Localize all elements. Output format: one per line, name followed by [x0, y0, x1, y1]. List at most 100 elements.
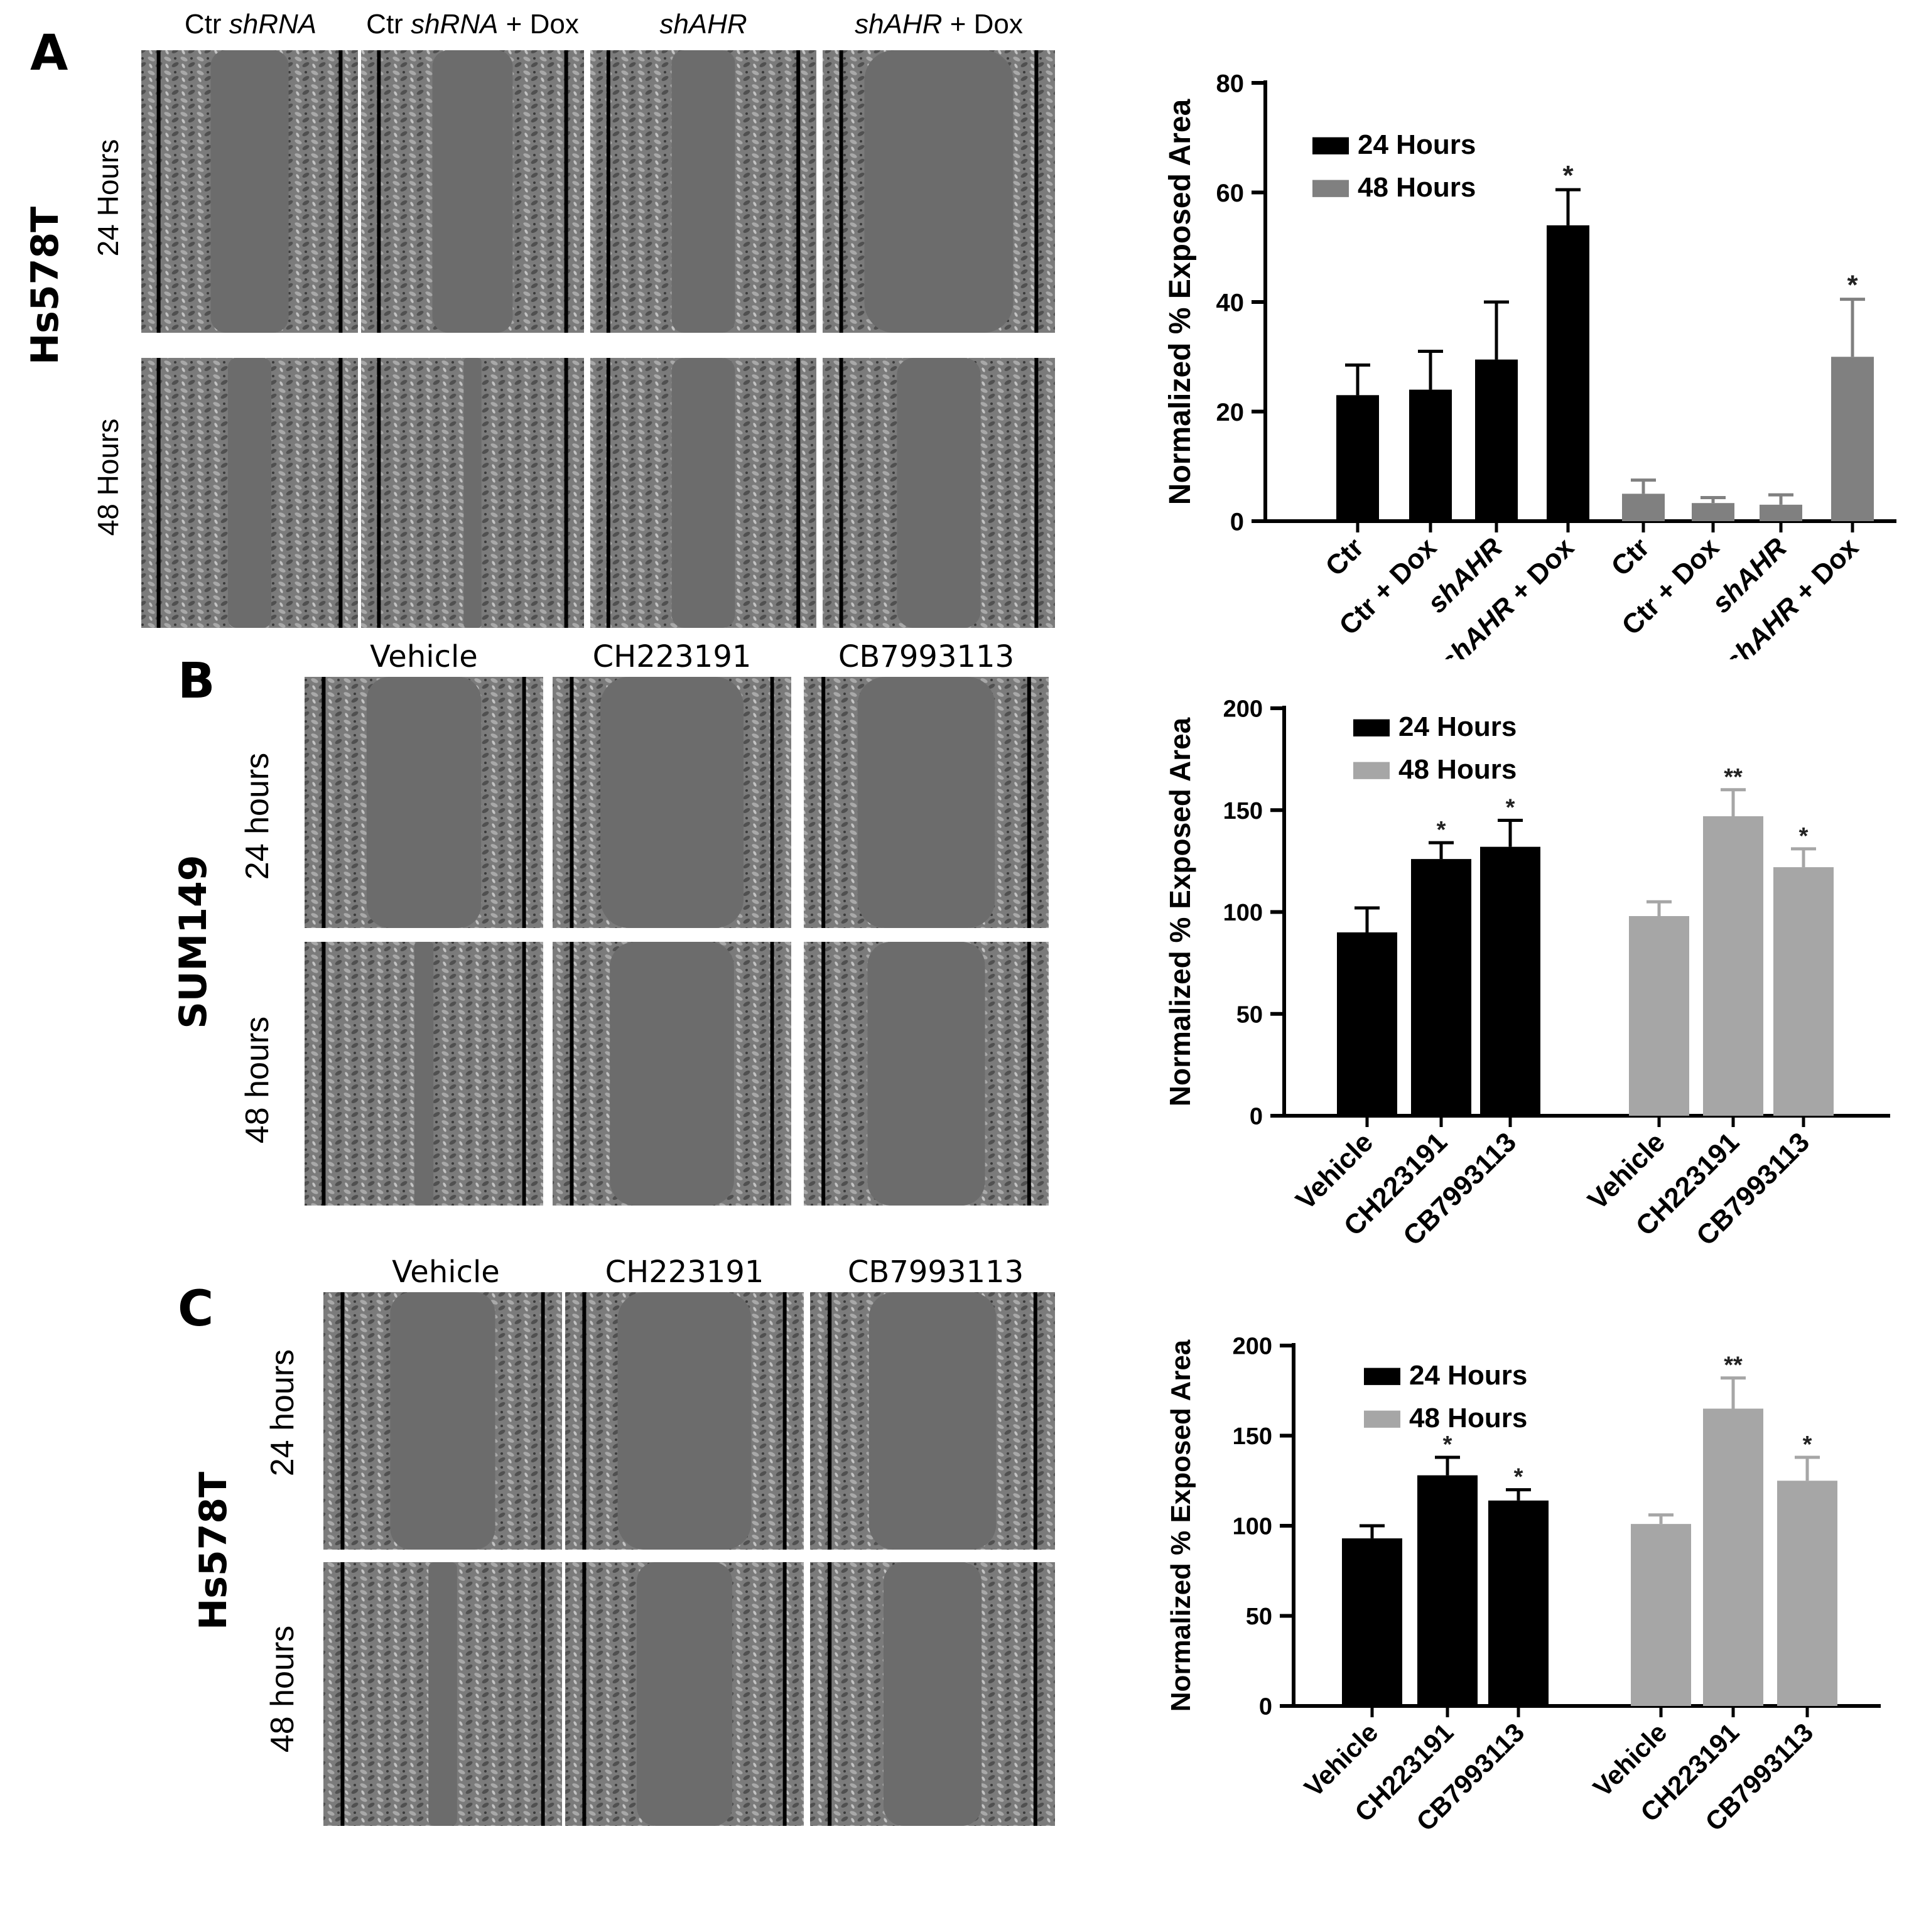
legend-swatch: [1353, 762, 1390, 779]
col-label-a-1: Ctr shRNA: [143, 9, 358, 40]
wound-gap: [884, 1562, 982, 1826]
panel-letter-b: B: [178, 653, 215, 710]
col-label-b-1: Vehicle: [370, 639, 478, 674]
wound-gap: [210, 50, 289, 333]
y-tick-label: 0: [1259, 1694, 1272, 1720]
micrograph-tile: [823, 358, 1055, 628]
wound-gap: [390, 1292, 495, 1550]
significance-marker: *: [1443, 1432, 1452, 1458]
significance-marker: *: [1562, 160, 1574, 191]
bar: [1622, 494, 1665, 521]
micrograph-tile: [565, 1562, 804, 1826]
y-tick-label: 80: [1216, 70, 1245, 97]
bar: [1411, 859, 1471, 1116]
micrograph-tile: [810, 1562, 1055, 1826]
wound-gap: [414, 942, 434, 1206]
wound-gap: [897, 358, 981, 628]
col-label-part: + Dox: [498, 9, 579, 40]
micrograph-tile: [361, 358, 584, 628]
x-tick-label: Ctr: [1319, 532, 1370, 582]
bar: [1336, 395, 1379, 521]
micrograph-tile: [565, 1292, 804, 1550]
significance-marker: *: [1803, 1432, 1812, 1458]
significance-marker: *: [1847, 270, 1858, 301]
significance-marker: **: [1724, 1352, 1743, 1379]
col-label-b-3: CB7993113: [838, 639, 1015, 674]
significance-marker: *: [1437, 817, 1446, 843]
wound-gap: [864, 50, 1014, 333]
y-tick-label: 0: [1250, 1104, 1263, 1130]
bar-chart-b: Normalized % Exposed Area050100150200Veh…: [1164, 696, 1890, 1251]
y-axis-label: Normalized % Exposed Area: [1164, 99, 1197, 505]
micrograph-tile: [804, 942, 1049, 1206]
wound-gap: [857, 677, 995, 928]
y-tick-label: 40: [1216, 289, 1245, 316]
legend-label: 24 Hours: [1358, 129, 1476, 160]
y-tick-label: 60: [1216, 180, 1245, 207]
micrograph-tile: [141, 50, 358, 333]
col-label-part: Ctr: [366, 9, 411, 40]
y-axis-label: Normalized % Exposed Area: [1165, 1339, 1196, 1712]
col-label-a-3: shAHR: [590, 9, 816, 40]
legend-label: 24 Hours: [1409, 1360, 1527, 1391]
wound-gap: [868, 1292, 997, 1550]
bar: [1629, 915, 1689, 1116]
y-tick-label: 200: [1223, 696, 1263, 723]
wound-gap: [867, 942, 985, 1206]
micrograph-tile: [804, 677, 1049, 928]
bar: [1703, 1408, 1763, 1706]
col-label-b-2: CH223191: [592, 639, 752, 674]
y-tick-label: 50: [1236, 1001, 1263, 1028]
col-label-c-3: CB7993113: [847, 1255, 1024, 1290]
micrograph-tile: [323, 1562, 562, 1826]
col-label-c-2: CH223191: [605, 1255, 764, 1290]
micrograph-tile: [810, 1292, 1055, 1550]
significance-marker: **: [1724, 764, 1743, 791]
y-axis-label: Normalized % Exposed Area: [1164, 717, 1196, 1106]
legend-swatch: [1353, 719, 1390, 737]
wound-gap: [366, 677, 482, 928]
bar-chart-c: Normalized % Exposed Area 050100150200Veh…: [1165, 1334, 1881, 1837]
col-label-part: shAHR: [659, 9, 747, 40]
legend-label: 24 Hours: [1398, 711, 1517, 742]
bar: [1488, 1500, 1549, 1706]
wound-gap: [617, 1292, 752, 1550]
significance-marker: *: [1506, 794, 1515, 821]
bar-chart-a: Normalized % Exposed Area 0 20 40 60 80 Ctr Ctr…: [1164, 70, 1896, 659]
legend-label: 48 Hours: [1358, 172, 1476, 203]
micrograph-tile: [553, 942, 791, 1206]
bar: [1475, 359, 1518, 521]
bar: [1760, 504, 1802, 521]
micrograph-tile: [361, 50, 584, 333]
significance-marker: *: [1799, 823, 1809, 850]
y-tick-label: 20: [1216, 399, 1245, 426]
bar: [1773, 867, 1834, 1116]
bar: [1342, 1538, 1402, 1706]
x-tick-label: Ctr: [1605, 532, 1655, 582]
micrograph-tile: [305, 677, 543, 928]
panel-letter-c: C: [178, 1281, 214, 1337]
y-tick-label: 200: [1233, 1334, 1272, 1360]
micrograph-tile: [590, 358, 816, 628]
micrograph-tile: [590, 50, 816, 333]
wound-gap: [671, 50, 735, 333]
panel-letter-a: A: [30, 25, 68, 82]
wound-gap: [610, 942, 734, 1206]
bar: [1631, 1524, 1691, 1706]
legend-swatch: [1312, 137, 1349, 154]
col-label-a-2: Ctr shRNA + Dox: [361, 9, 584, 40]
col-label-part: shRNA: [229, 9, 317, 40]
micrograph-tile: [141, 358, 358, 628]
col-label-part: Ctr: [184, 9, 229, 40]
bar: [1831, 357, 1874, 521]
micrograph-tile: [305, 942, 543, 1206]
legend-swatch: [1312, 180, 1349, 197]
legend-label: 48 Hours: [1409, 1403, 1527, 1433]
bar: [1703, 816, 1763, 1116]
bar: [1547, 225, 1589, 521]
bar: [1417, 1475, 1478, 1706]
legend-label: 48 Hours: [1398, 754, 1517, 785]
bar: [1777, 1481, 1837, 1706]
micrograph-tile: [323, 1292, 562, 1550]
wound-gap: [671, 358, 735, 628]
